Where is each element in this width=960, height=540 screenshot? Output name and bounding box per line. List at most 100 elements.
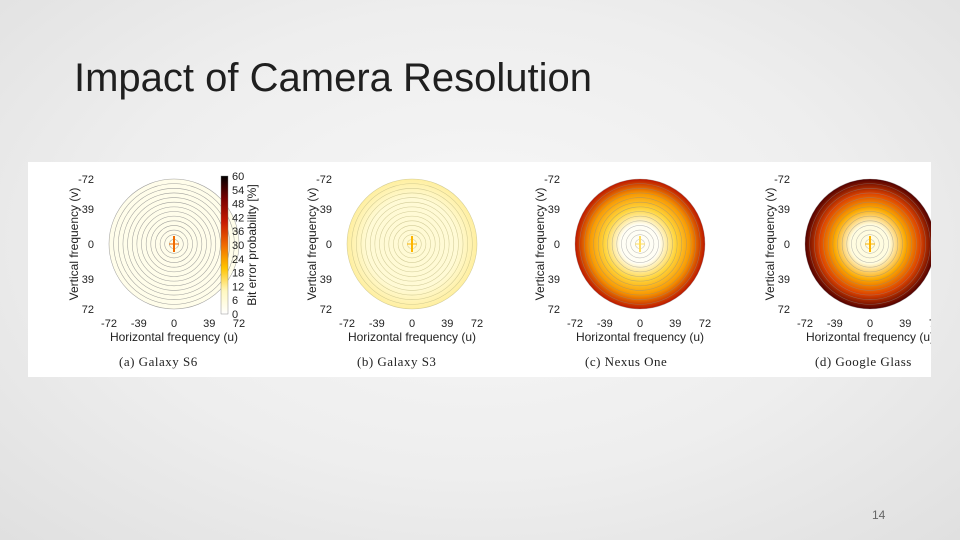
- x-axis-label: Horizontal frequency (u): [806, 330, 931, 344]
- contour-ring: [630, 234, 650, 254]
- contour-ring: [597, 201, 683, 287]
- contour-ring: [351, 183, 473, 305]
- x-tick-label: 72: [233, 318, 245, 330]
- x-tick-label: 0: [867, 318, 873, 330]
- contour-ring: [584, 188, 696, 300]
- y-tick-label: 0: [554, 239, 560, 251]
- y-tick-label: 39: [548, 274, 560, 286]
- contour-ring: [159, 229, 189, 259]
- contour-ring: [155, 225, 193, 263]
- contour-ring: [832, 206, 908, 282]
- y-tick-label: 0: [784, 239, 790, 251]
- contour-ring: [113, 183, 235, 305]
- contour-ring: [397, 229, 427, 259]
- colorbar-tick-label: 54: [232, 185, 244, 197]
- subplot-caption: (b) Galaxy S3: [357, 354, 436, 369]
- colorbar-tick-label: 60: [232, 171, 244, 183]
- x-tick-label: 72: [471, 318, 483, 330]
- contour-ring: [841, 215, 899, 273]
- contour-ring: [860, 234, 880, 254]
- contour-ring: [164, 234, 184, 254]
- colorbar-tick-label: 30: [232, 240, 244, 252]
- contour-ring: [602, 206, 678, 282]
- x-tick-label: -39: [131, 318, 147, 330]
- contour-ring: [393, 225, 431, 263]
- x-tick-label: -72: [339, 318, 355, 330]
- x-tick-label: -39: [597, 318, 613, 330]
- x-tick-label: -72: [101, 318, 117, 330]
- y-tick-label: -39: [544, 204, 560, 216]
- x-tick-label: 39: [669, 318, 681, 330]
- y-axis-label: Vertical frequency (v): [533, 188, 547, 301]
- contour-ring: [616, 220, 664, 268]
- y-tick-label: 39: [778, 274, 790, 286]
- contour-ring: [360, 192, 464, 296]
- y-tick-label: 0: [326, 239, 332, 251]
- contour-ring: [607, 211, 673, 277]
- contour-ring: [141, 211, 207, 277]
- contour-ring: [356, 188, 468, 300]
- contour-ring: [814, 188, 926, 300]
- y-tick-label: -72: [78, 174, 94, 186]
- y-tick-label: -72: [316, 174, 332, 186]
- colorbar-tick-label: 24: [232, 254, 244, 266]
- figure-panel: -72 -39 0 39 72 -72 -39 0 39 72 Horizontal frequen…: [28, 162, 931, 377]
- contour-ring: [625, 229, 655, 259]
- x-tick-label: 0: [171, 318, 177, 330]
- y-axis-label: Vertical frequency (v): [763, 188, 777, 301]
- contour-ring: [388, 220, 436, 268]
- y-tick-label: 39: [82, 274, 94, 286]
- contour-ring: [108, 178, 240, 310]
- x-tick-label: -72: [797, 318, 813, 330]
- contour-ring: [379, 211, 445, 277]
- contour-ring: [827, 201, 913, 287]
- contour-ring: [621, 225, 659, 263]
- y-tick-label: -72: [544, 174, 560, 186]
- contour-ring: [369, 201, 455, 287]
- y-tick-label: -39: [774, 204, 790, 216]
- x-tick-label: 0: [637, 318, 643, 330]
- colorbar-tick-label: 0: [232, 309, 238, 321]
- contour-ring: [579, 183, 701, 305]
- x-tick-label: -39: [369, 318, 385, 330]
- x-tick-label: 39: [441, 318, 453, 330]
- contour-ring: [150, 220, 198, 268]
- colorbar-tick-label: 12: [232, 281, 244, 293]
- contour-ring: [145, 215, 203, 273]
- y-axis-label: Vertical frequency (v): [67, 188, 81, 301]
- colorbar-tick-label: 18: [232, 268, 244, 280]
- x-tick-label: 39: [203, 318, 215, 330]
- y-tick-label: 39: [320, 274, 332, 286]
- contour-ring: [402, 234, 422, 254]
- colorbar-tick-label: 36: [232, 226, 244, 238]
- contour-ring: [383, 215, 441, 273]
- contour-ring: [588, 192, 692, 296]
- contour-ring: [855, 229, 885, 259]
- y-tick-label: 72: [320, 304, 332, 316]
- y-tick-label: -72: [774, 174, 790, 186]
- colorbar-tick-label: 42: [232, 212, 244, 224]
- contour-ring: [374, 206, 450, 282]
- x-axis-label: Horizontal frequency (u): [110, 330, 238, 344]
- contour-ring: [837, 211, 903, 277]
- subplot-caption: (d) Google Glass: [815, 354, 912, 369]
- x-axis-label: Horizontal frequency (u): [576, 330, 704, 344]
- contour-ring: [804, 178, 931, 310]
- contour-ring: [851, 225, 889, 263]
- contour-ring: [846, 220, 894, 268]
- contour-ring: [574, 178, 706, 310]
- colorbar-tick-label: 48: [232, 199, 244, 211]
- y-tick-label: 72: [548, 304, 560, 316]
- x-tick-label: 72: [929, 318, 931, 330]
- page-number: 14: [872, 508, 886, 522]
- y-tick-label: 0: [88, 239, 94, 251]
- contour-ring: [346, 178, 478, 310]
- contour-ring: [127, 197, 221, 291]
- colorbar-gradient: [220, 175, 229, 315]
- contour-ring: [136, 206, 212, 282]
- slide-title: Impact of Camera Resolution: [74, 56, 593, 100]
